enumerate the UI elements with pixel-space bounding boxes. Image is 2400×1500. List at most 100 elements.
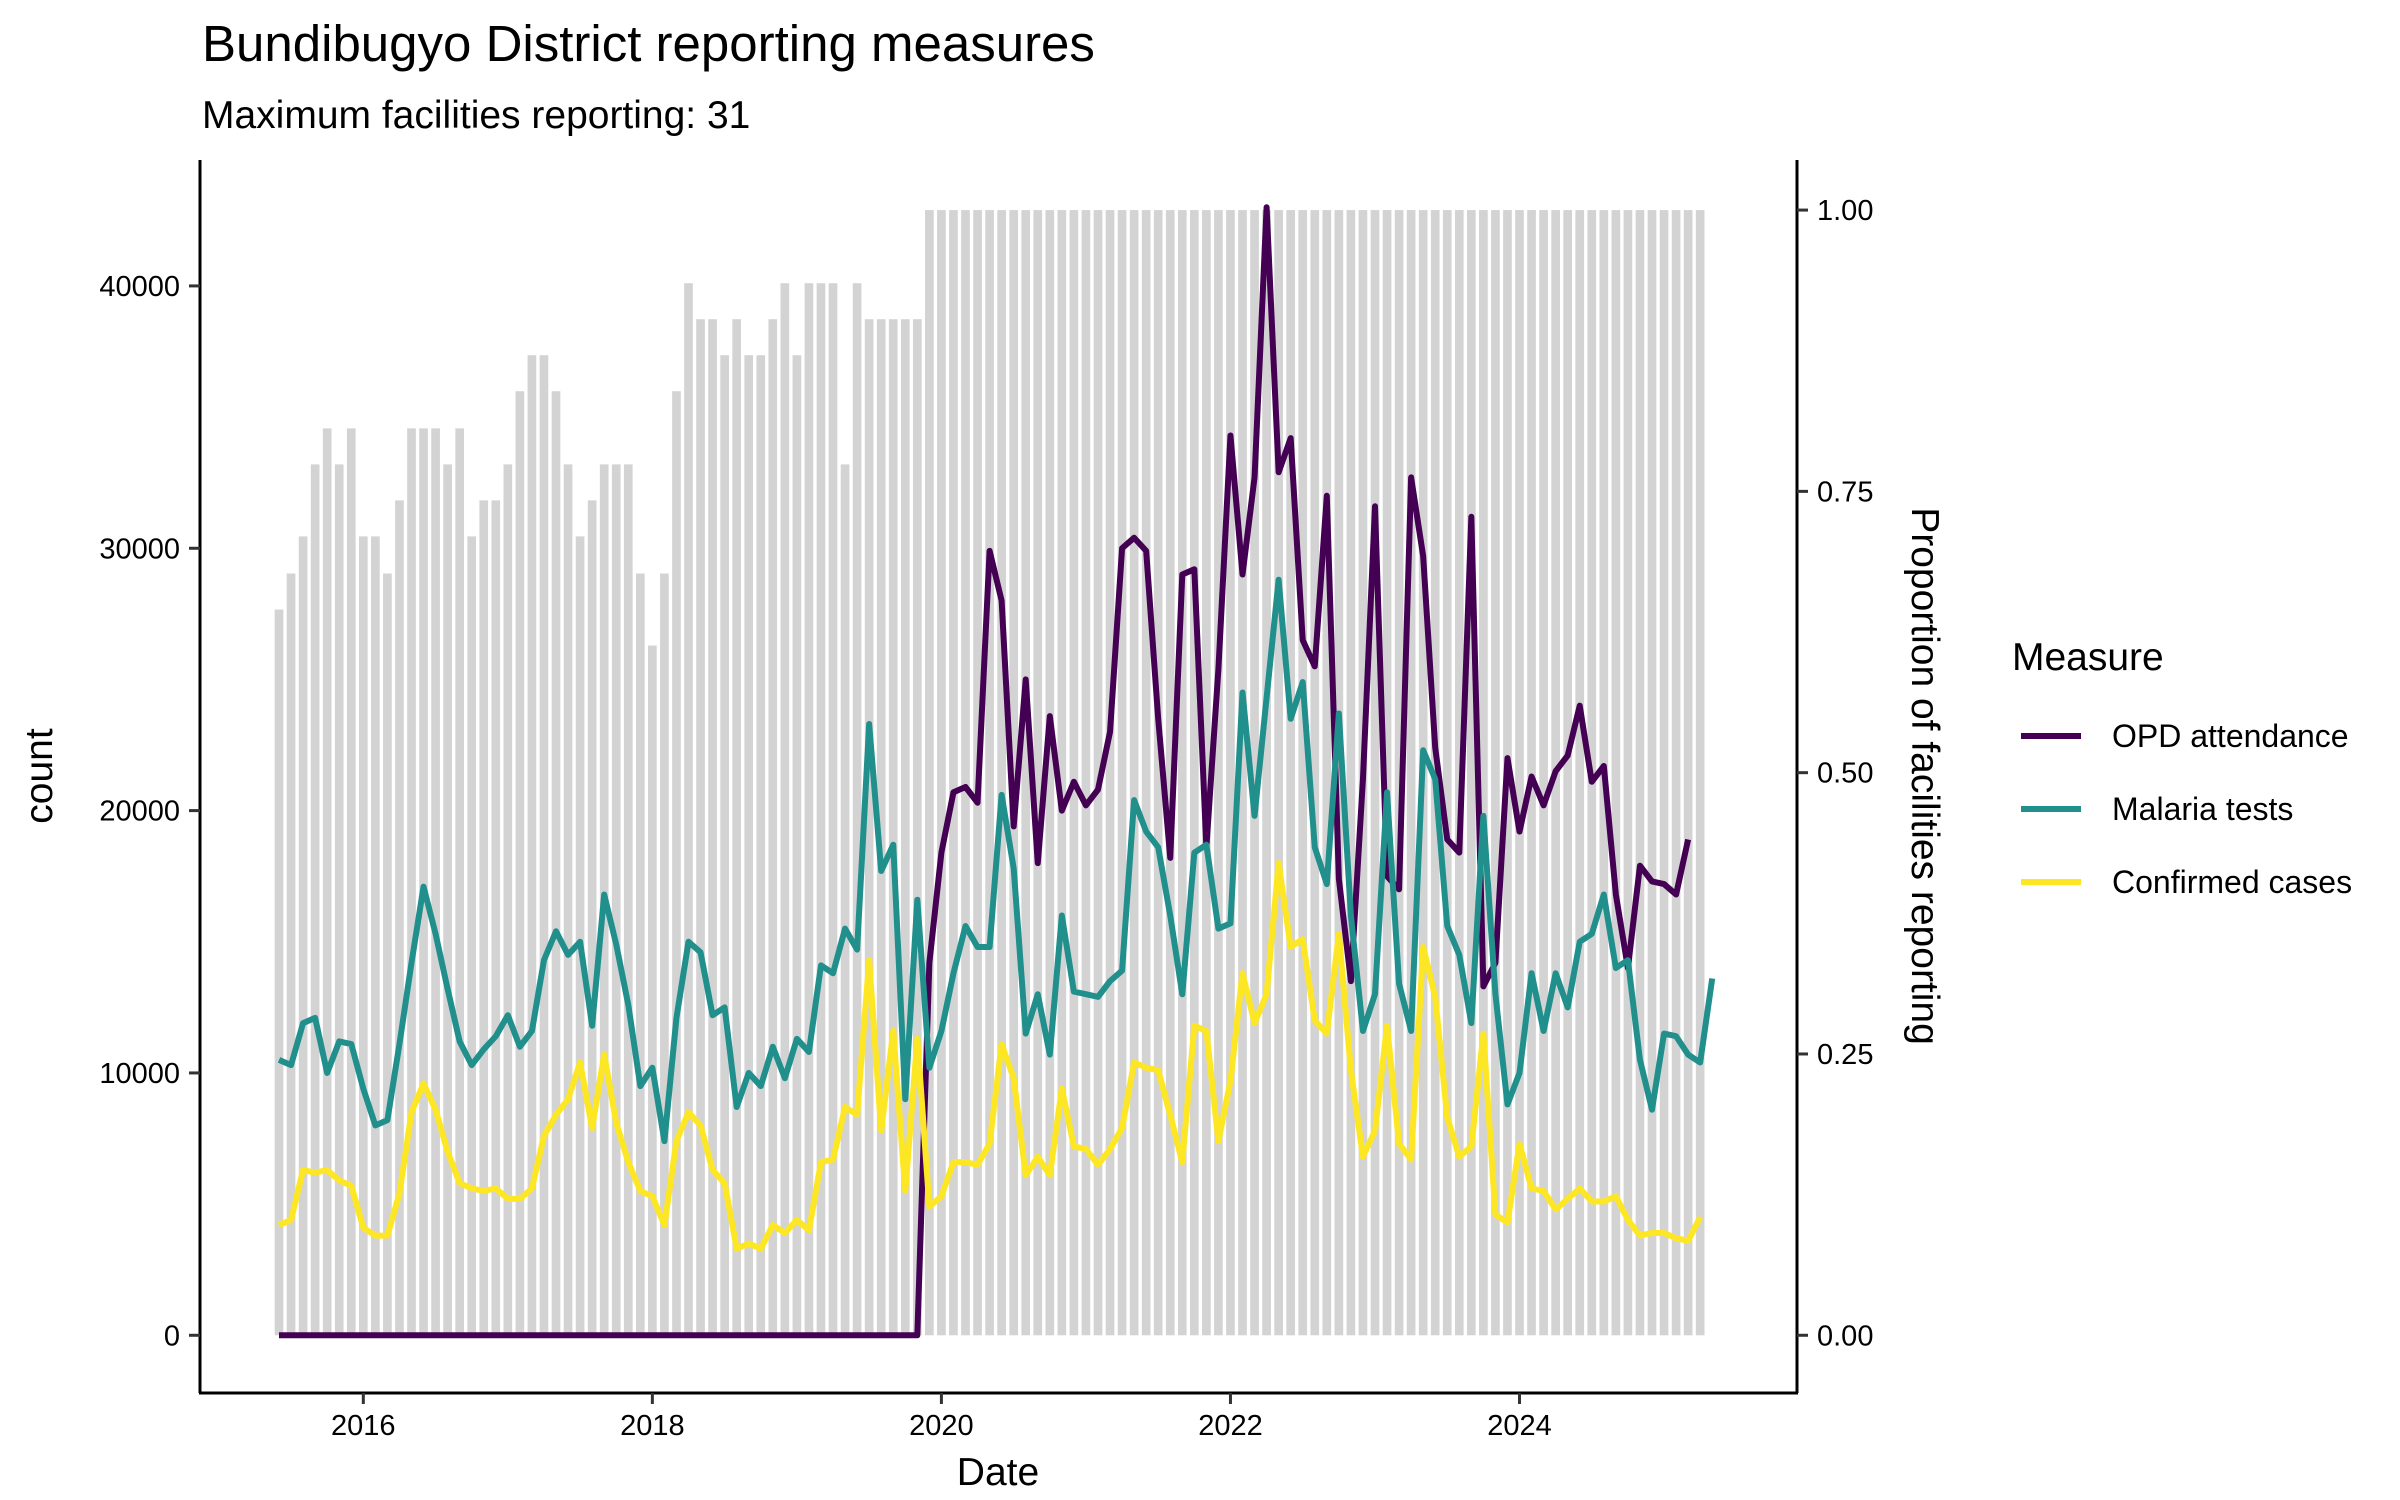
- facility-proportion-bars: [274, 210, 1705, 1336]
- facility-bar: [876, 319, 886, 1336]
- y-tick-label: 0: [164, 1320, 180, 1352]
- facility-bar: [635, 573, 645, 1336]
- facility-bar: [1153, 210, 1163, 1336]
- facility-bar: [1141, 210, 1151, 1336]
- facility-bar: [804, 283, 814, 1336]
- x-tick-label: 2022: [1198, 1410, 1263, 1442]
- y2-tick-label: 1.00: [1817, 195, 1873, 227]
- facility-bar: [997, 210, 1006, 1336]
- facility-bar: [1346, 210, 1356, 1336]
- facility-bar: [672, 391, 681, 1336]
- facility-bar: [455, 428, 464, 1336]
- facility-bar: [756, 355, 766, 1336]
- facility-bar: [1647, 210, 1657, 1336]
- x-tick-label: 2020: [909, 1410, 974, 1442]
- facility-bar: [298, 536, 308, 1336]
- facility-bar: [1334, 210, 1344, 1336]
- x-axis-title: Date: [957, 1451, 1039, 1494]
- facility-bar: [1250, 210, 1259, 1336]
- facility-bar: [1310, 210, 1320, 1336]
- facility-bar: [334, 464, 344, 1336]
- facility-bar: [1467, 210, 1476, 1336]
- facility-bar: [491, 500, 501, 1336]
- facility-bar: [768, 319, 778, 1336]
- facility-bar: [1262, 210, 1271, 1336]
- y-axis-title: count: [18, 728, 61, 824]
- legend-items: OPD attendance Malaria tests Confirmed cas…: [2021, 718, 2352, 900]
- facility-bar: [720, 355, 729, 1336]
- facility-bar: [961, 210, 970, 1336]
- facility-bar: [1527, 210, 1536, 1336]
- facility-bar: [1298, 210, 1308, 1336]
- facility-bar: [1238, 210, 1247, 1336]
- facility-bar: [1611, 210, 1621, 1336]
- legend-label: Malaria tests: [2112, 791, 2293, 827]
- axes: [198, 160, 1799, 1395]
- facility-bar: [708, 319, 717, 1336]
- facility-bar: [587, 500, 597, 1336]
- chart-subtitle: Maximum facilities reporting: 31: [202, 94, 750, 137]
- facility-bar: [744, 355, 754, 1336]
- facility-bar: [358, 536, 368, 1336]
- facility-bar: [286, 573, 296, 1336]
- facility-bar: [864, 319, 874, 1336]
- facility-bar: [1635, 210, 1645, 1336]
- facility-bar: [467, 536, 477, 1336]
- y2-tick-label: 0.50: [1817, 758, 1873, 790]
- facility-bar: [431, 428, 440, 1336]
- facility-bar: [648, 645, 657, 1336]
- x-tick-label: 2018: [620, 1410, 685, 1442]
- facility-bar: [1202, 210, 1211, 1336]
- legend: Measure OPD attendance Malaria tests Confi…: [2012, 636, 2352, 900]
- facility-bar: [1575, 210, 1585, 1336]
- facility-bar: [1659, 210, 1669, 1336]
- facility-bar: [371, 536, 380, 1336]
- facility-bar: [1382, 210, 1392, 1336]
- facility-bar: [696, 319, 705, 1336]
- facility-bar: [563, 464, 573, 1336]
- facility-bar: [840, 464, 850, 1336]
- facility-bar: [1117, 210, 1127, 1336]
- facility-bar: [1563, 210, 1573, 1336]
- legend-label: OPD attendance: [2112, 718, 2349, 754]
- facility-bar: [1093, 210, 1103, 1336]
- facility-bar: [1129, 210, 1139, 1336]
- facility-bar: [1491, 210, 1500, 1336]
- y2-tick-label: 0.00: [1817, 1320, 1873, 1352]
- facility-bar: [383, 573, 392, 1336]
- facility-bar: [623, 464, 633, 1336]
- facility-bar: [1286, 210, 1296, 1336]
- facility-bar: [949, 210, 958, 1336]
- facility-bar: [443, 464, 452, 1336]
- facility-bar: [780, 283, 790, 1336]
- y2-axis-ticks: 0.00 0.25 0.50 0.75 1.00: [1797, 195, 1873, 1352]
- facility-bar: [985, 210, 994, 1336]
- facility-bar: [1370, 210, 1380, 1336]
- facility-bar: [551, 391, 561, 1336]
- y-tick-label: 10000: [99, 1058, 180, 1090]
- series-line-confirmed-cases: [277, 860, 1703, 1252]
- facility-bar: [1177, 210, 1187, 1336]
- facility-bar: [684, 283, 693, 1336]
- facility-bar: [1683, 210, 1693, 1336]
- facility-bar: [515, 391, 525, 1336]
- measure-lines: [277, 204, 1716, 1339]
- facility-bar: [1274, 210, 1283, 1336]
- facility-bar: [1623, 210, 1633, 1336]
- facility-bar: [1226, 210, 1235, 1336]
- facility-bar: [1021, 210, 1031, 1336]
- x-axis-ticks: 2016 2018 2020 2022 2024: [331, 1393, 1552, 1442]
- x-tick-label: 2024: [1487, 1410, 1552, 1442]
- facility-bar: [1539, 210, 1548, 1336]
- facility-bar: [1515, 210, 1524, 1336]
- y2-tick-label: 0.75: [1817, 476, 1873, 508]
- series-line-malaria-tests: [277, 576, 1716, 1145]
- facility-bar: [407, 428, 416, 1336]
- legend-title: Measure: [2012, 636, 2164, 679]
- facility-bar: [1057, 210, 1067, 1336]
- facility-bar: [1214, 210, 1223, 1336]
- series-line-opd-attendance: [279, 204, 1692, 1339]
- y-tick-label: 20000: [99, 796, 180, 828]
- facility-bar: [1671, 210, 1681, 1336]
- facility-bar: [1479, 210, 1488, 1336]
